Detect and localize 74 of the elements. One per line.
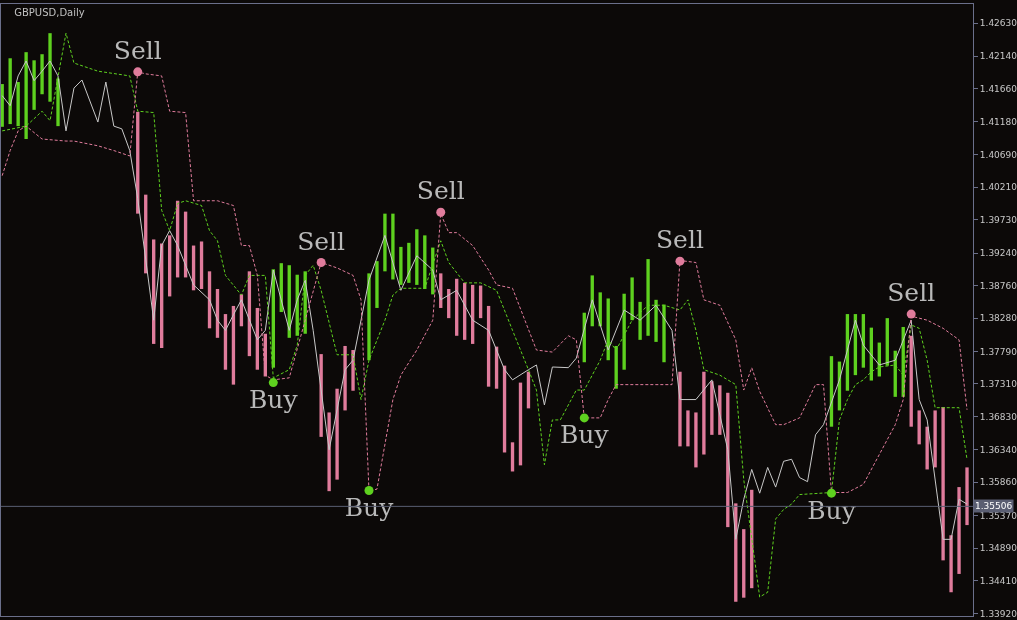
data-label: Sell — [887, 278, 936, 308]
bar — [391, 213, 395, 280]
data-label: Buy — [807, 495, 857, 525]
chart-title: GBPUSD,Daily — [14, 7, 85, 19]
bar — [383, 213, 387, 272]
data-label: Sell — [656, 225, 704, 255]
bar — [694, 412, 698, 468]
bar — [654, 299, 658, 342]
data-label: Sell — [297, 226, 346, 256]
y-tick-label: 1.33920 — [979, 609, 1017, 620]
bar — [16, 82, 20, 127]
point — [675, 256, 685, 266]
y-tick-label: 1.39730 — [979, 214, 1017, 225]
bar — [32, 60, 36, 110]
data-label: Sell — [113, 35, 162, 65]
bar — [678, 371, 682, 447]
bar — [407, 242, 411, 283]
y-tick-label: 1.37790 — [979, 346, 1017, 357]
y-tick-label: 1.38760 — [979, 280, 1017, 291]
bar — [399, 246, 403, 285]
bar — [638, 301, 642, 340]
bar — [40, 54, 44, 95]
y-tick-label: 1.36830 — [979, 411, 1017, 422]
bar — [375, 261, 379, 308]
line-series — [1, 32, 968, 598]
bar — [367, 273, 371, 361]
bar — [335, 388, 339, 480]
data-label: Sell — [416, 176, 465, 206]
bar — [662, 304, 666, 363]
data-label: Buy — [249, 384, 299, 414]
bar — [710, 381, 714, 435]
y-tick-label: 1.38280 — [979, 313, 1017, 324]
point — [316, 258, 326, 268]
point — [906, 309, 916, 319]
y-tick-label: 1.41660 — [979, 83, 1017, 94]
point — [436, 207, 446, 217]
bar — [742, 529, 746, 598]
bar — [630, 277, 634, 321]
y-tick-label: 1.41180 — [979, 116, 1017, 127]
y-tick-label: 1.34410 — [979, 575, 1017, 586]
y-tick-label: 1.35370 — [979, 510, 1017, 521]
bar — [415, 229, 419, 285]
y-tick-label: 1.40210 — [979, 182, 1017, 193]
bar — [24, 52, 28, 140]
point — [364, 485, 374, 495]
y-tick-label: 1.35860 — [979, 477, 1017, 488]
bar — [686, 410, 690, 447]
bar — [941, 407, 945, 561]
bar — [965, 467, 969, 526]
bar — [199, 241, 204, 289]
bar — [343, 345, 347, 411]
point — [826, 488, 836, 498]
point — [579, 413, 589, 423]
bar — [702, 371, 706, 455]
y-tick-label: 1.34890 — [979, 543, 1017, 554]
y-tick-label: 1.40690 — [979, 149, 1017, 160]
point — [133, 67, 143, 77]
data-label: Buy — [559, 420, 610, 450]
data-label: Buy — [344, 492, 395, 522]
y-tick-label: 1.42140 — [979, 51, 1017, 62]
bar — [925, 426, 929, 470]
y-tick-label: 1.37310 — [979, 379, 1017, 390]
y-tick-label: 1.36340 — [979, 444, 1017, 455]
bar — [957, 487, 961, 574]
point — [268, 378, 278, 388]
bar — [1, 84, 4, 127]
bar — [949, 535, 953, 593]
bar — [56, 78, 60, 127]
bar — [646, 259, 650, 336]
y-tick-label: 1.39240 — [979, 248, 1017, 259]
ref-line-label: 1.35506 — [975, 501, 1013, 511]
y-tick-label: 1.42630 — [979, 18, 1017, 29]
bar — [622, 293, 626, 370]
bar — [933, 410, 937, 468]
